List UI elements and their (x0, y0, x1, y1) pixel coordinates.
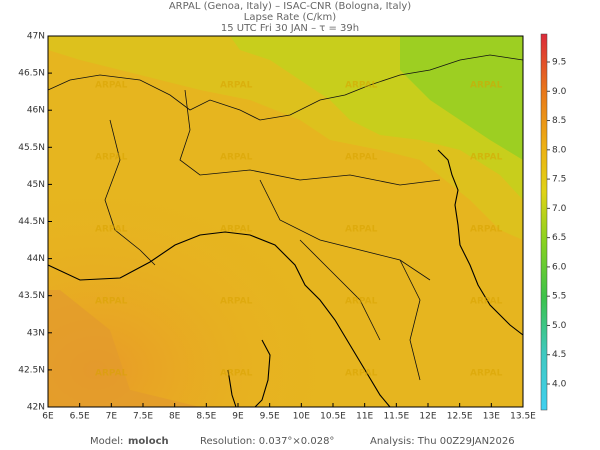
header-line: 15 UTC Fri 30 JAN – τ = 39h (221, 23, 359, 34)
colorbar-label: 5.0 (552, 321, 567, 331)
lon-label: 10E (293, 412, 310, 422)
colorbar-label: 6.0 (552, 262, 567, 272)
lat-label: 45.5N (18, 143, 45, 153)
watermark: ARPAL (220, 153, 253, 163)
colorbar-label: 4.0 (552, 380, 567, 390)
colorbar-label: 6.5 (552, 233, 566, 243)
watermark: ARPAL (345, 81, 378, 91)
watermark: ARPAL (95, 297, 128, 307)
lon-label: 9.5E (260, 412, 280, 422)
lat-label: 42N (27, 403, 45, 413)
watermark: ARPAL (470, 81, 503, 91)
watermark: ARPAL (95, 225, 128, 235)
lat-label: 45N (27, 180, 45, 190)
watermark: ARPAL (470, 297, 503, 307)
lon-label: 7E (106, 412, 118, 422)
lat-label: 46.5N (18, 69, 45, 79)
lat-label: 44N (27, 254, 45, 264)
footer-model: moloch (128, 436, 169, 447)
map-field (400, 36, 523, 160)
watermark: ARPAL (220, 225, 253, 235)
watermark: ARPAL (345, 153, 378, 163)
lon-label: 6.5E (70, 412, 90, 422)
watermark: ARPAL (345, 369, 378, 379)
lon-label: 7.5E (133, 412, 153, 422)
header-line: ARPAL (Genoa, Italy) – ISAC-CNR (Bologna… (169, 1, 411, 12)
lon-label: 13.5E (510, 412, 536, 422)
watermark: ARPAL (470, 369, 503, 379)
lon-label: 6E (42, 412, 54, 422)
map: ARPAL ARPAL ARPAL ARPAL ARPAL ARPAL ARPAL ARPAL… (47, 35, 524, 408)
lat-label: 42.5N (18, 365, 45, 375)
watermark: ARPAL (95, 369, 128, 379)
watermark: ARPAL (95, 81, 128, 91)
lon-label: 13E (483, 412, 500, 422)
colorbar-label: 8.5 (552, 116, 566, 126)
watermark: ARPAL (95, 153, 128, 163)
watermark: ARPAL (220, 369, 253, 379)
lat-label: 44.5N (18, 217, 45, 227)
lon-label: 11.5E (383, 412, 409, 422)
lon-label: 8E (169, 412, 181, 422)
lon-label: 11E (356, 412, 373, 422)
watermark: ARPAL (345, 297, 378, 307)
header-line: Lapse Rate (C/km) (244, 12, 336, 23)
lon-label: 10.5E (320, 412, 346, 422)
watermark: ARPAL (345, 225, 378, 235)
lon-label: 12E (419, 412, 436, 422)
colorbar-label: 9.5 (552, 58, 566, 68)
map-field (48, 290, 200, 407)
watermark: ARPAL (220, 297, 253, 307)
lon-label: 8.5E (196, 412, 216, 422)
footer-resolution: Resolution: 0.037°×0.028° (200, 436, 334, 447)
watermark: ARPAL (220, 81, 253, 91)
colorbar-label: 7.0 (552, 204, 567, 214)
colorbar-label: 9.0 (552, 87, 567, 97)
footer-label: Model: (90, 436, 123, 447)
colorbar-label: 5.5 (552, 292, 566, 302)
lon-label: 9E (232, 412, 244, 422)
lat-label: 46N (27, 106, 45, 116)
watermark: ARPAL (470, 225, 503, 235)
lat-label: 43.5N (18, 291, 45, 301)
lon-label: 12.5E (447, 412, 473, 422)
lat-label: 43N (27, 328, 45, 338)
colorbar-label: 7.5 (552, 175, 566, 185)
colorbar (540, 33, 548, 411)
lat-label: 47N (27, 32, 45, 42)
footer-analysis: Analysis: Thu 00Z29JAN2026 (370, 436, 515, 447)
watermark: ARPAL (470, 153, 503, 163)
colorbar-label: 8.0 (552, 145, 567, 155)
colorbar-label: 4.5 (552, 350, 566, 360)
